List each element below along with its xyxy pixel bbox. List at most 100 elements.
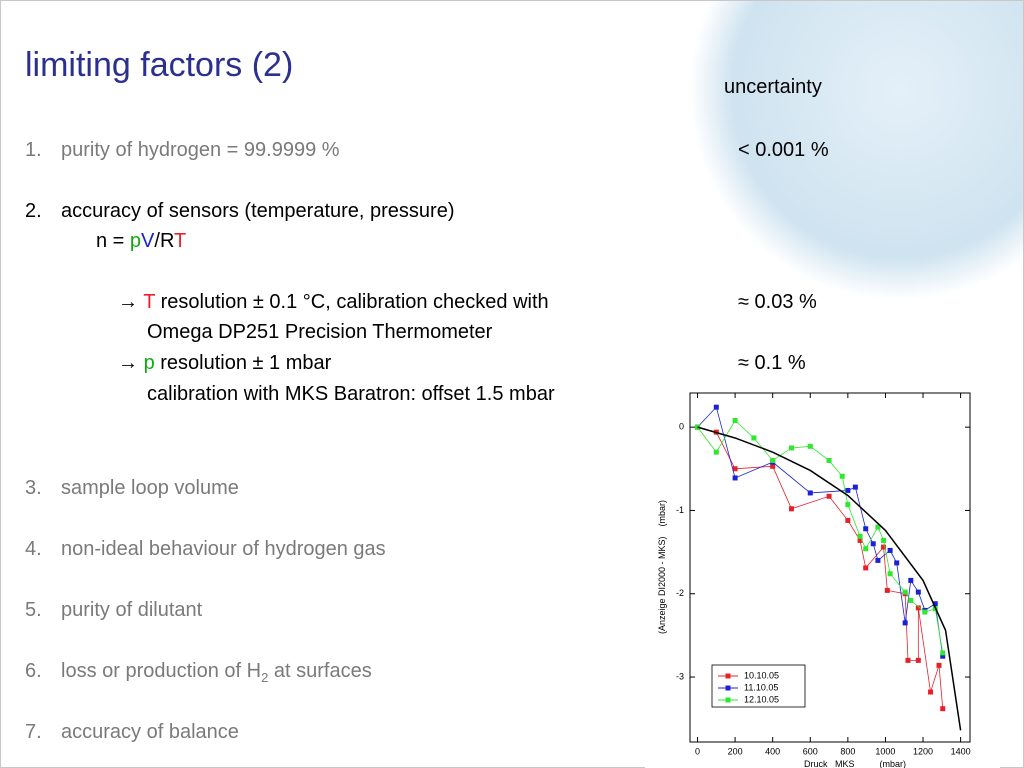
point — [915, 605, 921, 611]
item-number: 5. — [25, 599, 42, 621]
text: loss or production of H — [61, 660, 261, 682]
point — [875, 557, 881, 563]
point — [857, 537, 863, 543]
point — [788, 445, 794, 451]
item-text: sample loop volume — [61, 477, 239, 499]
x-tick-label: 600 — [803, 746, 818, 756]
fit-curve — [697, 426, 962, 731]
point — [863, 565, 869, 571]
item-text: loss or production of H2 at surfaces — [61, 660, 372, 685]
point — [807, 490, 813, 496]
point — [887, 547, 893, 553]
item-number: 2. — [25, 200, 42, 222]
point — [908, 577, 914, 583]
sub-item-uncertainty: ≈ 0.03 % — [738, 291, 817, 313]
point — [884, 587, 890, 593]
point — [770, 457, 776, 463]
symbol: p — [144, 352, 155, 374]
point — [902, 620, 908, 626]
point — [713, 449, 719, 455]
text: at surfaces — [268, 660, 371, 682]
sub-item: → T resolution ± 0.1 °C, calibration che… — [118, 291, 549, 313]
point — [936, 662, 942, 668]
item-text: purity of hydrogen = 99.9999 % — [61, 139, 340, 161]
y-tick-label: -2 — [676, 588, 684, 598]
y-axis-label: (Anzeige DI2000 - MKS) (mbar) — [657, 500, 667, 634]
point — [845, 517, 851, 523]
point — [922, 609, 928, 615]
legend-label: 12.10.05 — [744, 694, 779, 704]
sub-item-uncertainty: ≈ 0.1 % — [738, 352, 806, 374]
globe-background — [690, 0, 1024, 300]
point — [905, 657, 911, 663]
formula-part: n = — [96, 230, 130, 252]
x-tick-label: 1200 — [913, 746, 933, 756]
point — [940, 650, 946, 656]
point — [870, 541, 876, 547]
uncertainty-header: uncertainty — [724, 76, 822, 98]
series-line — [697, 426, 944, 709]
sub-item-text: resolution ± 1 mbar — [155, 352, 332, 374]
point — [940, 653, 946, 659]
point — [902, 589, 908, 595]
x-tick-label: 800 — [840, 746, 855, 756]
point — [845, 502, 851, 508]
chart: 0 200 400 600 800 1000 1200 1400 0 -1 -2 -3 Druck MK… — [657, 392, 971, 768]
x-tick-label: 200 — [728, 746, 743, 756]
x-tick-label: 1400 — [951, 746, 971, 756]
x-tick-label: 400 — [765, 746, 780, 756]
x-tick-label: 0 — [695, 746, 700, 756]
point — [881, 537, 887, 543]
point — [940, 706, 946, 712]
point — [852, 484, 858, 490]
point — [732, 475, 738, 481]
legend-marker — [725, 697, 731, 703]
series-line — [697, 406, 944, 657]
point — [826, 457, 832, 463]
item-number: 3. — [25, 477, 42, 499]
point — [788, 506, 794, 512]
point — [826, 493, 832, 499]
formula-part: /R — [154, 230, 174, 252]
point — [770, 463, 776, 469]
subscript: 2 — [261, 670, 268, 685]
point — [908, 597, 914, 603]
point — [845, 487, 851, 493]
point — [839, 473, 845, 479]
sub-item-line2: calibration with MKS Baratron: offset 1.… — [147, 383, 555, 405]
point — [887, 571, 893, 577]
sub-item-text: resolution ± 0.1 °C, calibration checked… — [155, 291, 549, 313]
formula-part: T — [174, 230, 186, 252]
point — [732, 417, 738, 423]
y-tick-label: 0 — [679, 422, 684, 432]
x-axis-label: Druck MKS (mbar) — [804, 759, 906, 768]
symbol: T — [143, 291, 155, 313]
item-text: accuracy of sensors (temperature, pressu… — [61, 200, 455, 222]
point — [807, 443, 813, 449]
arrow: → — [118, 291, 138, 313]
point — [863, 526, 869, 532]
sub-item-line2: Omega DP251 Precision Thermometer — [147, 321, 493, 343]
y-tick-label: -1 — [676, 505, 684, 515]
formula: n = pV/RT — [96, 230, 186, 252]
item-text: accuracy of balance — [61, 721, 239, 743]
legend-label: 11.10.05 — [744, 682, 778, 692]
point — [928, 689, 934, 695]
point — [713, 404, 719, 410]
formula-part: p — [130, 230, 141, 252]
item-number: 1. — [25, 139, 42, 161]
formula-part: V — [141, 230, 155, 252]
point — [881, 544, 887, 550]
point — [915, 589, 921, 595]
item-number: 6. — [25, 660, 42, 682]
arrow: → — [118, 352, 138, 374]
item-number: 7. — [25, 721, 42, 743]
legend-marker — [725, 673, 731, 679]
point — [915, 657, 921, 663]
item-text: non-ideal behaviour of hydrogen gas — [61, 538, 386, 560]
point — [894, 560, 900, 566]
sub-item: → p resolution ± 1 mbar — [118, 352, 332, 374]
item-number: 4. — [25, 538, 42, 560]
